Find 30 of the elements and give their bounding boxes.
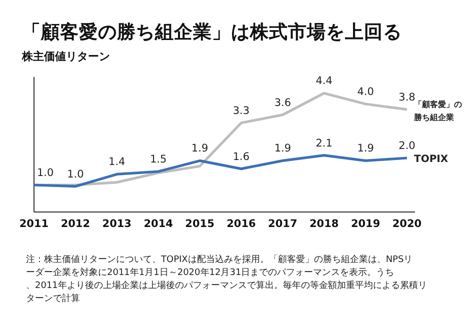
data-label: 4.4 — [316, 75, 333, 88]
x-tick-label: 2020 — [392, 218, 422, 230]
series-label: 「顧客愛」の勝ち組企業 — [413, 98, 462, 122]
data-label: 1.9 — [357, 142, 374, 155]
data-label: 2.1 — [316, 137, 332, 150]
data-label: 2.0 — [398, 140, 416, 152]
chart-title: 「顧客愛の勝ち組企業」は株式市場を上回る — [22, 21, 402, 43]
x-tick-label: 2011 — [19, 218, 49, 230]
data-label: 1.0 — [67, 168, 84, 180]
data-label: 3.8 — [398, 91, 416, 104]
x-tick-label: 2015 — [185, 218, 214, 230]
x-tick-label: 2018 — [309, 218, 339, 230]
data-label: 1.4 — [108, 156, 126, 168]
x-tick-label: 2014 — [144, 218, 173, 230]
text: 注：株主価値リターンについて、TOPIXは配当込みを採用。「顧客愛」の勝ち組企業は、NPSリーダー企業を対象に2011年1月1日～2020年12月31日までのパフォーマンスを表示。うち、2011年より後の上場企業は上場後のパフォーマンスで算出。毎年の等金額加重平均による累積リターンで計算 — [26, 254, 427, 304]
data-label: 4.0 — [357, 86, 374, 98]
data-label: 3.6 — [274, 96, 292, 109]
x-tick-label: 2017 — [268, 218, 298, 230]
x-tick-label: 2012 — [60, 218, 90, 230]
x-tick-label: 2019 — [350, 218, 380, 230]
data-label: 1.5 — [150, 154, 167, 166]
x-tick-label: 2013 — [102, 218, 132, 230]
data-label: 1.9 — [274, 142, 292, 155]
x-tick-label: 2016 — [226, 218, 256, 230]
series-label: TOPIX — [414, 154, 448, 165]
data-label: 1.6 — [232, 150, 250, 163]
data-label: 1.0 — [37, 167, 54, 179]
data-label: 1.9 — [191, 142, 208, 155]
y-axis-title: 株主価値リターン — [21, 50, 110, 63]
data-label: 3.3 — [232, 104, 250, 117]
